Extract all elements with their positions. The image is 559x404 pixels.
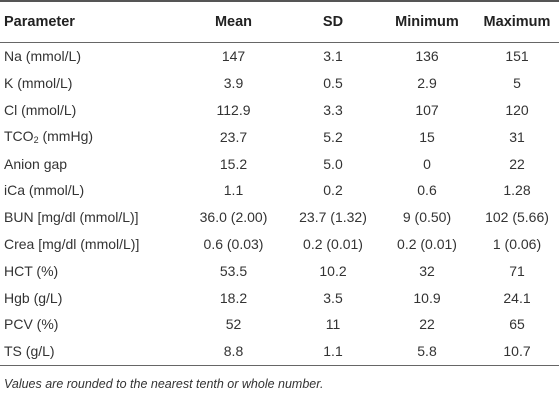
parameter-label-suffix: (mmHg) bbox=[38, 128, 94, 145]
parameter-cell: Anion gap bbox=[4, 155, 68, 172]
table-body: Na (mmol/L) 147 3.1 136 151 K (mmol/L) 3.9 0.5 2… bbox=[0, 43, 559, 366]
sd-cell: 5.0 bbox=[323, 155, 343, 172]
minimum-cell: 32 bbox=[419, 262, 435, 279]
minimum-cell: 10.9 bbox=[413, 289, 441, 306]
maximum-cell: 65 bbox=[509, 316, 525, 333]
parameter-cell: TS (g/L) bbox=[0, 337, 180, 366]
header-parameter: Parameter bbox=[0, 0, 180, 43]
sd-cell: 0.5 bbox=[323, 75, 343, 92]
table-row: K (mmol/L) 3.9 0.5 2.9 5 bbox=[0, 70, 559, 97]
parameter-cell: PCV (%) bbox=[4, 316, 59, 333]
maximum-cell: 71 bbox=[509, 262, 525, 279]
header-maximum: Maximum bbox=[475, 0, 559, 43]
minimum-cell: 22 bbox=[419, 316, 435, 333]
minimum-cell: 2.9 bbox=[417, 75, 437, 92]
header-mean: Mean bbox=[180, 0, 287, 43]
maximum-cell: 5 bbox=[513, 75, 521, 92]
maximum-cell: 120 bbox=[505, 101, 529, 118]
minimum-cell: 5.8 bbox=[379, 337, 475, 366]
mean-cell: 0.6 (0.03) bbox=[203, 235, 264, 252]
table-header: Parameter Mean SD Minimum Maximum bbox=[0, 0, 559, 43]
mean-cell: 15.2 bbox=[219, 155, 248, 172]
maximum-cell: 22 bbox=[509, 155, 525, 172]
mean-cell: 18.2 bbox=[219, 289, 248, 306]
sd-cell: 3.5 bbox=[323, 289, 343, 306]
table-row: Hgb (g/L) 18.2 3.5 10.9 24.1 bbox=[0, 284, 559, 311]
parameter-cell: iCa (mmol/L) bbox=[4, 182, 85, 199]
sd-cell: 3.3 bbox=[323, 101, 343, 118]
minimum-cell: 0.2 (0.01) bbox=[397, 235, 457, 252]
minimum-cell: 136 bbox=[415, 48, 439, 65]
minimum-cell: 0.6 bbox=[417, 182, 437, 199]
sd-cell: 3.1 bbox=[323, 48, 343, 65]
mean-cell: 1.1 bbox=[223, 182, 244, 199]
sd-cell: 5.2 bbox=[323, 128, 343, 145]
parameter-cell: BUN [mg/dl (mmol/L)] bbox=[4, 209, 139, 226]
minimum-cell: 9 (0.50) bbox=[402, 209, 452, 226]
maximum-cell: 102 (5.66) bbox=[485, 209, 549, 226]
header-sd: SD bbox=[287, 0, 379, 43]
header-row: Parameter Mean SD Minimum Maximum bbox=[0, 0, 559, 43]
minimum-cell: 107 bbox=[415, 101, 439, 118]
sd-cell: 0.2 bbox=[323, 182, 343, 199]
table-row: Crea [mg/dl (mmol/L)] 0.6 (0.03) 0.2 (0.01… bbox=[0, 231, 559, 258]
mean-cell: 147 bbox=[221, 48, 246, 65]
parameter-cell: Cl (mmol/L) bbox=[4, 101, 77, 118]
parameter-label-subscript: 2 bbox=[33, 135, 39, 146]
parameter-table: Parameter Mean SD Minimum Maximum Na (mm… bbox=[0, 0, 559, 366]
mean-cell: 36.0 (2.00) bbox=[199, 209, 268, 226]
minimum-cell: 15 bbox=[419, 128, 435, 145]
sd-cell: 1.1 bbox=[287, 337, 379, 366]
header-minimum: Minimum bbox=[379, 0, 475, 43]
table-row: BUN [mg/dl (mmol/L)] 36.0 (2.00) 23.7 (1.3… bbox=[0, 204, 559, 231]
table-row: HCT (%) 53.5 10.2 32 71 bbox=[0, 257, 559, 284]
maximum-cell: 24.1 bbox=[503, 289, 531, 306]
maximum-cell: 10.7 bbox=[475, 337, 559, 366]
minimum-cell: 0 bbox=[423, 155, 431, 172]
maximum-cell: 1.28 bbox=[503, 182, 531, 199]
table-row: PCV (%) 52 11 22 65 bbox=[0, 311, 559, 338]
parameter-cell: K (mmol/L) bbox=[4, 75, 73, 92]
maximum-cell: 151 bbox=[505, 48, 529, 65]
table-row: Anion gap 15.2 5.0 0 22 bbox=[0, 150, 559, 177]
sd-cell: 23.7 (1.32) bbox=[299, 209, 367, 226]
sd-cell: 10.2 bbox=[319, 262, 347, 279]
table-footnote: Values are rounded to the nearest tenth … bbox=[4, 376, 324, 391]
table-row: Na (mmol/L) 147 3.1 136 151 bbox=[0, 43, 559, 70]
parameter-cell: Na (mmol/L) bbox=[4, 48, 82, 65]
parameter-cell: Crea [mg/dl (mmol/L)] bbox=[4, 235, 140, 252]
mean-cell: 23.7 bbox=[219, 128, 248, 145]
sd-cell: 11 bbox=[325, 316, 341, 333]
table-row: iCa (mmol/L) 1.1 0.2 0.6 1.28 bbox=[0, 177, 559, 204]
table-row: TCO2 (mmHg) 23.7 5.2 15 31 bbox=[0, 123, 559, 150]
table-row: TS (g/L) 8.8 1.1 5.8 10.7 bbox=[0, 337, 559, 366]
parameter-label-prefix: TCO bbox=[4, 128, 34, 145]
mean-cell: 112.9 bbox=[216, 101, 251, 118]
parameter-cell: TCO2 (mmHg) bbox=[0, 123, 180, 150]
mean-cell: 53.5 bbox=[219, 262, 248, 279]
mean-cell: 8.8 bbox=[180, 337, 287, 366]
table-row: Cl (mmol/L) 112.9 3.3 107 120 bbox=[0, 97, 559, 124]
parameter-table-container: Parameter Mean SD Minimum Maximum Na (mm… bbox=[0, 0, 559, 391]
mean-cell: 52 bbox=[225, 316, 242, 333]
parameter-cell: HCT (%) bbox=[4, 262, 59, 279]
parameter-cell: Hgb (g/L) bbox=[4, 289, 63, 306]
maximum-cell: 31 bbox=[509, 128, 525, 145]
maximum-cell: 1 (0.06) bbox=[492, 235, 542, 252]
sd-cell: 0.2 (0.01) bbox=[303, 235, 363, 252]
mean-cell: 3.9 bbox=[223, 75, 244, 92]
